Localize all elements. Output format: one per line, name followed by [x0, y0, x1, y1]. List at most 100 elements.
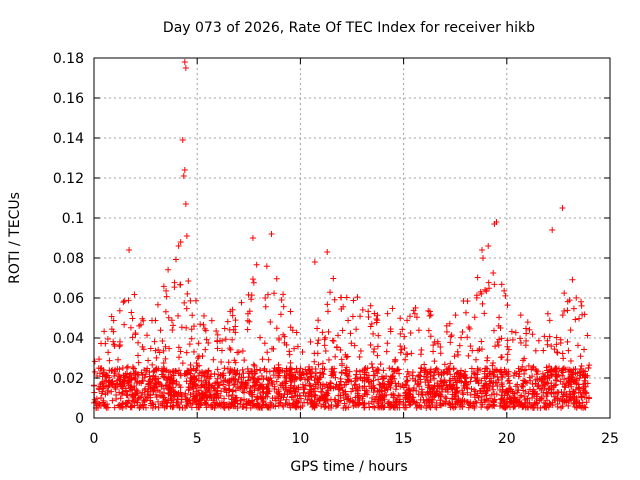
data-point [164, 400, 171, 407]
data-point [473, 356, 480, 363]
data-point [518, 392, 525, 399]
data-point [166, 387, 173, 394]
data-point [328, 372, 335, 379]
data-point [560, 369, 567, 376]
data-point [215, 394, 222, 401]
data-point [199, 390, 206, 397]
data-point [136, 379, 143, 386]
data-point [348, 388, 355, 395]
data-point [184, 396, 191, 403]
data-point [324, 249, 331, 255]
data-point [194, 383, 201, 390]
data-point [525, 362, 532, 369]
data-point [485, 397, 492, 404]
data-point [179, 360, 186, 367]
data-point [541, 404, 548, 411]
data-point [168, 397, 175, 404]
data-point [320, 371, 327, 378]
data-point [489, 362, 496, 369]
data-point [361, 399, 368, 406]
data-point [468, 385, 475, 392]
data-point [330, 385, 337, 392]
data-point [190, 323, 197, 330]
data-point [478, 338, 485, 345]
data-point [486, 285, 493, 292]
data-point [356, 383, 363, 390]
data-point [319, 393, 326, 400]
data-point [524, 395, 531, 402]
data-point [504, 392, 511, 399]
data-point [497, 324, 504, 331]
data-point [418, 404, 425, 411]
data-point [123, 364, 130, 371]
data-point [490, 373, 497, 380]
data-point [535, 382, 542, 389]
data-point [221, 365, 228, 372]
data-point [461, 374, 468, 381]
data-point [370, 384, 377, 391]
data-point [159, 338, 166, 345]
data-point [474, 347, 481, 354]
x-tick-label: 10 [291, 431, 309, 447]
data-point [259, 356, 266, 363]
data-point [533, 367, 540, 374]
data-point [122, 400, 129, 407]
data-point [208, 394, 215, 401]
data-point [578, 302, 585, 309]
data-point [110, 317, 117, 324]
grid [94, 58, 610, 418]
data-point [396, 370, 403, 377]
data-point [532, 388, 539, 395]
data-point [569, 374, 576, 381]
data-point [183, 233, 190, 239]
data-point [161, 389, 168, 396]
data-point [161, 374, 168, 381]
data-point [101, 378, 108, 385]
data-point [554, 349, 561, 356]
data-point [366, 404, 373, 411]
data-point [538, 378, 545, 385]
data-point [234, 400, 241, 407]
data-point [431, 375, 438, 382]
data-point [217, 372, 224, 379]
data-point [570, 305, 577, 312]
y-tick-label: 0.12 [53, 171, 84, 187]
data-point [431, 393, 438, 400]
x-tick-label: 20 [498, 431, 516, 447]
data-point [473, 292, 480, 299]
data-point [544, 397, 551, 404]
data-point [193, 360, 200, 367]
data-point [489, 368, 496, 375]
data-point [346, 368, 353, 375]
data-point [294, 343, 301, 350]
data-point [570, 378, 577, 385]
data-point [175, 243, 182, 249]
data-point [467, 343, 474, 350]
data-point [575, 381, 582, 388]
y-tick-label: 0.04 [53, 331, 84, 347]
data-point [352, 375, 359, 382]
data-point [403, 378, 410, 385]
data-point [335, 332, 342, 339]
data-point [303, 370, 310, 377]
data-point [139, 315, 146, 322]
data-point [447, 339, 454, 346]
data-point [304, 371, 311, 378]
data-point [539, 376, 546, 383]
data-point [244, 326, 251, 333]
data-point [240, 401, 247, 408]
data-point [244, 310, 251, 317]
data-point [573, 398, 580, 405]
data-point [479, 247, 486, 253]
data-point [496, 336, 503, 343]
data-point [127, 403, 134, 410]
data-point [136, 322, 143, 329]
data-point [194, 363, 201, 370]
data-point [189, 312, 196, 319]
data-point [261, 365, 268, 372]
data-point [494, 339, 501, 346]
data-point [459, 396, 466, 403]
data-point [416, 383, 423, 390]
data-point [546, 333, 553, 340]
